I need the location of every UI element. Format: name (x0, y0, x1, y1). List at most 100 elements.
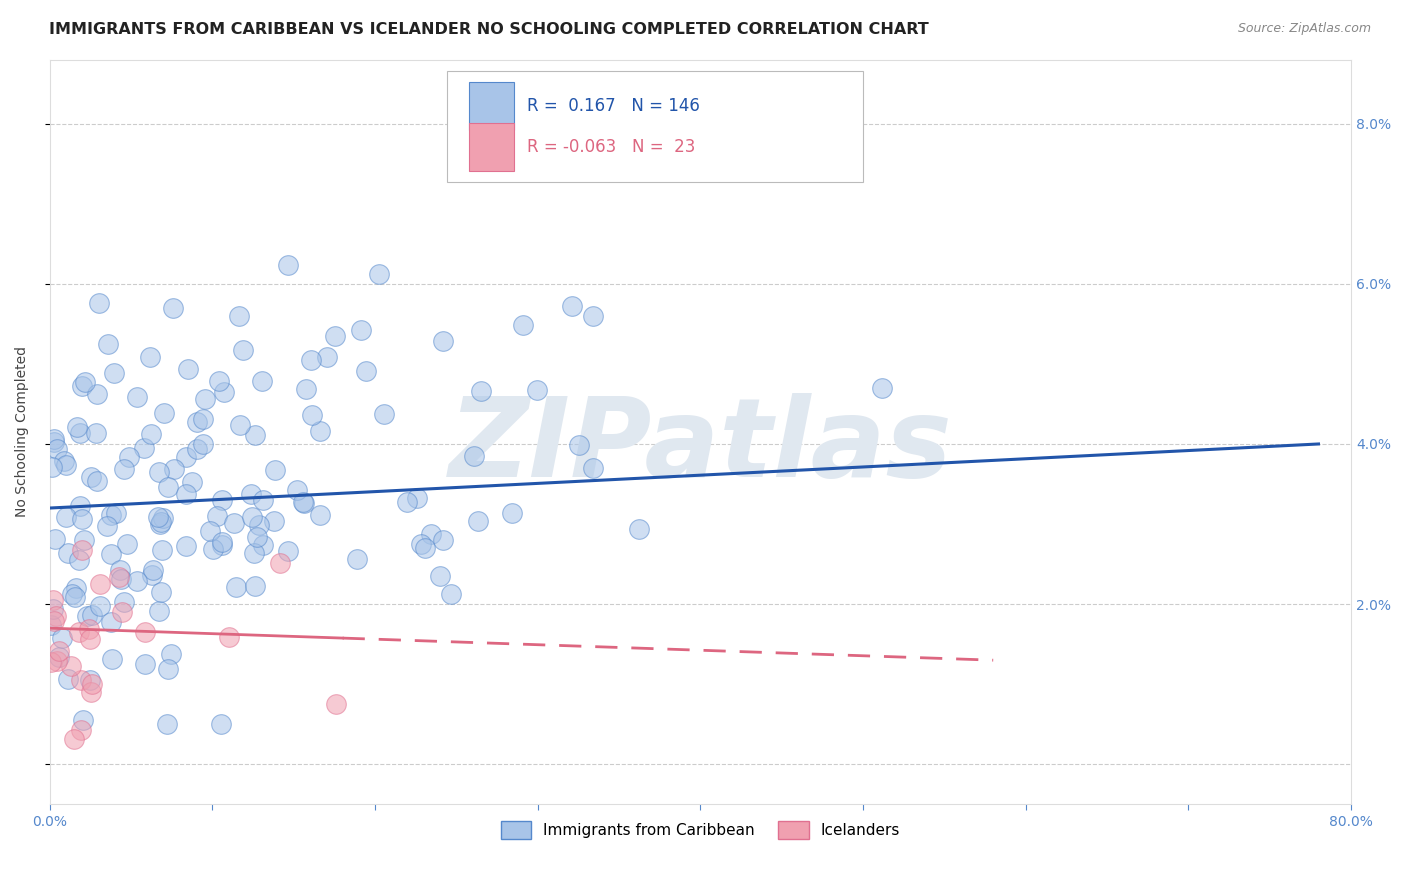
Point (413, 541, 436, 555)
Point (163, 461, 186, 475)
Point (89, 599, 111, 613)
Point (211, 535, 233, 549)
Point (501, 506, 523, 520)
Point (70, 673, 93, 688)
Point (48, 650, 70, 665)
Point (51, 631, 73, 645)
Point (80, 470, 103, 484)
Point (411, 537, 433, 551)
Point (89, 576, 111, 591)
Point (41, 618, 63, 632)
Point (225, 580, 247, 594)
Point (346, 551, 368, 566)
Y-axis label: No Schooling Completed: No Schooling Completed (15, 346, 30, 517)
Point (103, 366, 125, 380)
Point (194, 392, 217, 406)
Point (582, 309, 605, 323)
Point (44, 435, 66, 450)
Point (42, 615, 65, 629)
Point (112, 595, 135, 609)
Point (323, 328, 346, 343)
FancyBboxPatch shape (468, 82, 515, 130)
Point (211, 538, 233, 552)
Point (153, 406, 176, 420)
Point (96, 336, 118, 351)
Point (80, 676, 103, 690)
Point (872, 381, 894, 395)
Point (429, 569, 451, 583)
Point (419, 527, 441, 541)
Point (354, 364, 377, 378)
Point (63, 591, 86, 605)
Point (174, 450, 197, 465)
Text: R = -0.063   N =  23: R = -0.063 N = 23 (527, 138, 696, 156)
Point (141, 426, 163, 441)
Point (287, 483, 309, 498)
Point (582, 460, 605, 475)
Point (127, 390, 149, 404)
Text: ZIPatlas: ZIPatlas (449, 393, 952, 500)
Point (250, 375, 273, 389)
Point (41, 593, 63, 607)
Point (139, 351, 162, 365)
Point (156, 662, 179, 676)
Point (70, 723, 93, 737)
Text: IMMIGRANTS FROM CARIBBEAN VS ICELANDER NO SCHOOLING COMPLETED CORRELATION CHART: IMMIGRANTS FROM CARIBBEAN VS ICELANDER N… (49, 22, 929, 37)
Point (55, 458, 77, 472)
Point (299, 352, 322, 367)
Point (79, 632, 101, 646)
FancyBboxPatch shape (468, 123, 515, 171)
Point (301, 408, 323, 422)
Point (292, 496, 315, 510)
Point (309, 508, 332, 522)
Point (512, 318, 534, 333)
Point (87, 296, 110, 310)
Point (148, 604, 170, 618)
Point (308, 424, 330, 438)
Legend: Immigrants from Caribbean, Icelanders: Immigrants from Caribbean, Icelanders (495, 815, 907, 845)
Point (146, 510, 169, 524)
Point (263, 514, 285, 528)
Point (463, 449, 485, 463)
Point (186, 442, 208, 456)
Point (174, 487, 197, 501)
Point (117, 450, 139, 464)
Point (42, 601, 65, 615)
Point (243, 579, 266, 593)
Point (141, 563, 163, 577)
Point (186, 416, 208, 430)
Point (67, 624, 90, 639)
Point (252, 538, 274, 552)
Point (70, 512, 93, 526)
Point (132, 441, 155, 455)
Point (440, 587, 463, 601)
Point (295, 382, 318, 396)
Point (368, 268, 391, 282)
Point (150, 585, 173, 599)
Point (69, 499, 91, 513)
Point (212, 384, 235, 399)
Point (160, 648, 183, 662)
Point (232, 343, 254, 358)
Point (110, 606, 132, 620)
Point (41, 655, 63, 669)
Point (60, 658, 83, 673)
Point (162, 301, 184, 316)
Point (373, 407, 395, 421)
Point (48, 644, 70, 658)
Point (277, 258, 299, 272)
Point (191, 412, 214, 426)
Point (148, 465, 170, 479)
Point (125, 574, 148, 588)
Point (269, 556, 291, 570)
Point (45, 442, 67, 457)
Point (80, 685, 103, 699)
Point (66, 420, 89, 434)
Point (467, 514, 489, 528)
Point (561, 299, 583, 313)
Point (67, 553, 90, 567)
Point (42, 432, 65, 446)
Point (247, 517, 270, 532)
Point (218, 630, 240, 644)
Point (568, 437, 591, 451)
